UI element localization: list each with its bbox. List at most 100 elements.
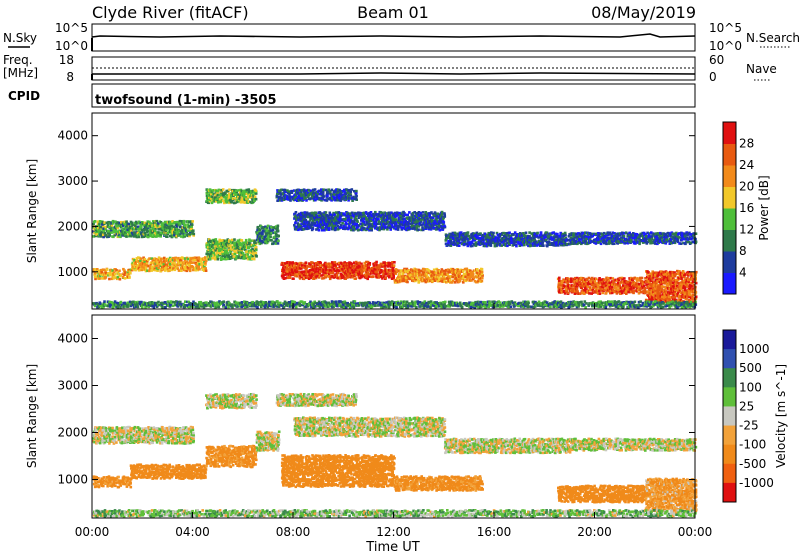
scatter-cell bbox=[379, 262, 383, 266]
scatter-cell bbox=[230, 245, 233, 249]
scatter-cell bbox=[513, 243, 516, 246]
scatter-cell bbox=[144, 227, 148, 231]
scatter-cell bbox=[311, 261, 314, 265]
scatter-cell bbox=[561, 242, 564, 245]
scatter-cell bbox=[238, 251, 242, 254]
scatter-cell bbox=[453, 273, 457, 277]
scatter-cell bbox=[613, 232, 616, 235]
scatter-cell bbox=[209, 239, 213, 243]
scatter-cell bbox=[414, 268, 418, 271]
scatter-cell bbox=[518, 244, 522, 247]
scatter-cell bbox=[151, 225, 154, 229]
scatter-cell bbox=[415, 214, 419, 217]
scatter-cell bbox=[692, 232, 695, 235]
scatter-cell bbox=[107, 220, 110, 224]
scatter-cell bbox=[570, 280, 573, 283]
scatter-cell bbox=[114, 273, 117, 276]
scatter-cell bbox=[477, 269, 481, 273]
scatter-cell bbox=[96, 228, 100, 232]
scatter-cell bbox=[688, 233, 692, 236]
scatter-cell bbox=[275, 194, 279, 198]
scatter-cell bbox=[310, 189, 314, 193]
scatter-cell bbox=[491, 235, 495, 238]
scatter-cell bbox=[419, 211, 423, 215]
scatter-cell bbox=[278, 195, 282, 199]
scatter-cell bbox=[576, 278, 580, 282]
scatter-cell bbox=[560, 287, 563, 291]
scatter-cell bbox=[258, 239, 262, 242]
scatter-cell bbox=[110, 273, 114, 276]
scatter-cell bbox=[219, 241, 223, 244]
scatter-cell bbox=[535, 240, 538, 243]
scatter-cell bbox=[520, 235, 524, 239]
scatter-cell bbox=[353, 222, 357, 226]
scatter-cell bbox=[385, 212, 389, 215]
scatter-cell bbox=[367, 216, 371, 220]
scatter-cell bbox=[209, 248, 213, 252]
scatter-cell bbox=[227, 195, 231, 198]
scatter-cell bbox=[484, 242, 487, 245]
scatter-cell bbox=[285, 197, 289, 200]
scatter-cell bbox=[94, 268, 98, 272]
scatter-cell bbox=[292, 262, 296, 266]
scatter-cell bbox=[336, 196, 339, 200]
scatter-cell bbox=[103, 271, 106, 275]
scatter-cell bbox=[578, 235, 582, 238]
scatter-cell bbox=[347, 199, 350, 202]
scatter-cell bbox=[441, 228, 445, 231]
scatter-cell bbox=[459, 231, 463, 234]
scatter-cell bbox=[132, 265, 135, 268]
scatter-cell bbox=[179, 225, 182, 229]
scatter-cell bbox=[172, 258, 175, 262]
scatter-cell bbox=[547, 243, 550, 246]
scatter-cell bbox=[172, 264, 175, 268]
scatter-cell bbox=[338, 216, 342, 219]
scatter-cell bbox=[170, 232, 173, 236]
scatter-cell bbox=[512, 232, 515, 236]
scatter-cell bbox=[368, 227, 372, 231]
scatter-cell bbox=[487, 242, 490, 246]
scatter-cell bbox=[119, 225, 123, 229]
scatter-cell bbox=[266, 224, 270, 228]
scatter-cell bbox=[412, 224, 416, 228]
scatter-cell bbox=[453, 236, 456, 240]
scatter-cell bbox=[514, 240, 518, 243]
scatter-cell bbox=[161, 222, 164, 225]
scatter-cell bbox=[188, 233, 191, 236]
scatter-cell bbox=[192, 232, 196, 236]
scatter-cell bbox=[234, 245, 238, 248]
scatter-cell bbox=[316, 274, 320, 278]
scatter-cell bbox=[217, 244, 220, 248]
scatter-cell bbox=[478, 238, 481, 242]
scatter-cell bbox=[570, 284, 574, 287]
scatter-cell bbox=[450, 232, 453, 236]
scatter-cell bbox=[277, 239, 280, 243]
scatter-cell bbox=[270, 225, 273, 229]
scatter-cell bbox=[319, 264, 323, 267]
scatter-cell bbox=[442, 274, 446, 278]
scatter-cell bbox=[296, 225, 299, 229]
scatter-cell bbox=[522, 243, 526, 247]
scatter-cell bbox=[380, 274, 383, 278]
scatter-cell bbox=[434, 222, 438, 225]
scatter-cell bbox=[228, 257, 232, 260]
scatter-cell bbox=[124, 271, 127, 274]
scatter-cell bbox=[377, 215, 381, 218]
scatter-cell bbox=[274, 232, 278, 236]
scatter-cell bbox=[318, 274, 322, 278]
scatter-cell bbox=[253, 239, 256, 243]
scatter-cell bbox=[290, 191, 294, 194]
scatter-cell bbox=[428, 219, 431, 223]
scatter-cell bbox=[310, 271, 313, 274]
scatter-cell bbox=[214, 195, 217, 199]
scatter-cell bbox=[619, 241, 622, 244]
scatter-cell bbox=[243, 253, 246, 257]
scatter-cell bbox=[293, 223, 296, 227]
scatter-cell bbox=[603, 238, 606, 242]
scatter-cell bbox=[205, 194, 209, 197]
scatter-cell bbox=[471, 232, 475, 235]
scatter-cell bbox=[436, 212, 439, 216]
scatter-cell bbox=[552, 244, 556, 247]
scatter-cell bbox=[570, 233, 574, 237]
scatter-cell bbox=[415, 218, 419, 222]
